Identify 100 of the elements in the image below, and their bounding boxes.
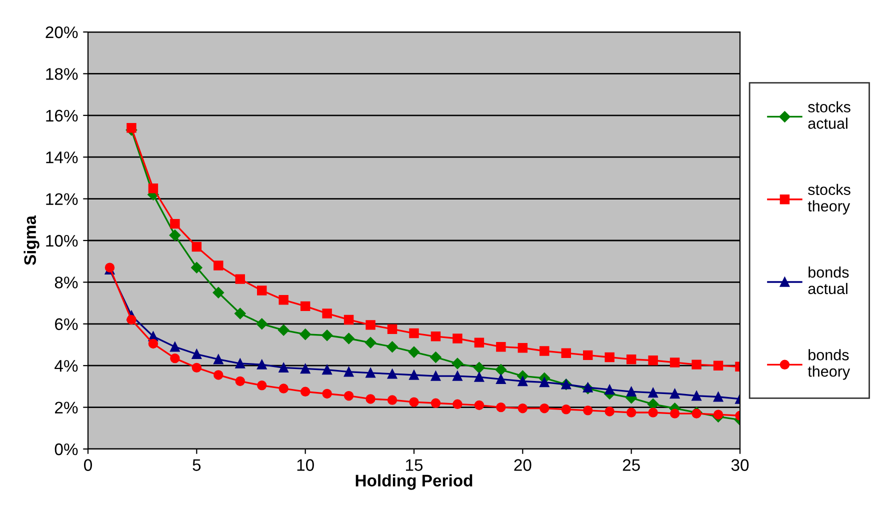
point <box>366 368 376 378</box>
point <box>148 184 158 194</box>
point <box>430 398 441 408</box>
point <box>322 308 332 318</box>
point <box>257 286 267 296</box>
point <box>169 230 181 241</box>
point <box>561 348 571 358</box>
point <box>670 388 680 399</box>
point <box>670 358 680 368</box>
point <box>366 320 376 330</box>
point <box>474 362 485 374</box>
point <box>518 376 528 386</box>
y-tick-label: 20% <box>46 26 78 38</box>
point <box>495 364 507 376</box>
point <box>387 324 398 334</box>
legend-label: bonds theory <box>808 349 850 380</box>
legend-label: bonds actual <box>808 266 849 294</box>
point <box>214 354 224 364</box>
point <box>170 342 180 352</box>
point <box>474 338 484 348</box>
point <box>322 388 332 399</box>
point <box>234 308 246 320</box>
point <box>212 287 224 298</box>
point <box>256 318 268 330</box>
point <box>670 408 680 418</box>
y-tick-label: 14% <box>46 152 78 164</box>
point <box>518 343 528 353</box>
legend-label: stocks actual <box>808 101 850 129</box>
point <box>344 366 354 377</box>
point <box>713 410 724 420</box>
point <box>540 403 550 414</box>
x-tick-label: 30 <box>731 459 749 471</box>
point <box>474 400 484 410</box>
point <box>387 369 398 379</box>
point <box>496 374 506 384</box>
point <box>409 397 419 407</box>
point <box>366 394 376 404</box>
point <box>148 338 158 349</box>
legend-label: stocks theory <box>808 184 850 215</box>
point <box>192 362 202 373</box>
point <box>170 218 180 229</box>
point <box>692 390 702 401</box>
x-tick-label: 5 <box>192 459 201 471</box>
point <box>300 328 311 340</box>
x-tick-label: 25 <box>622 459 640 471</box>
point <box>713 392 724 402</box>
point <box>278 384 288 394</box>
point <box>126 314 136 325</box>
point <box>235 274 245 284</box>
point <box>430 371 441 381</box>
y-tick-label: 12% <box>46 193 78 205</box>
point <box>583 406 593 416</box>
y-tick-label: 6% <box>55 318 78 330</box>
point <box>191 262 202 274</box>
point <box>235 376 245 386</box>
point <box>192 349 202 359</box>
point <box>648 388 658 398</box>
point <box>278 295 288 305</box>
point <box>387 395 398 405</box>
point <box>409 370 419 380</box>
point <box>692 360 702 370</box>
point <box>648 408 658 418</box>
point <box>452 399 462 410</box>
point <box>386 341 398 352</box>
point <box>713 360 724 370</box>
point <box>192 242 202 252</box>
x-axis-title: Holding Period <box>356 474 472 490</box>
point <box>496 342 506 352</box>
point <box>626 354 636 364</box>
point <box>540 377 550 388</box>
point <box>278 362 288 373</box>
y-axis-title: Sigma <box>24 215 40 266</box>
point <box>408 346 420 358</box>
point <box>626 386 636 397</box>
point <box>626 408 636 418</box>
x-tick-label: 0 <box>84 459 92 471</box>
point <box>452 334 462 344</box>
y-tick-label: 10% <box>46 234 78 247</box>
point <box>322 364 332 375</box>
point <box>300 301 310 312</box>
point <box>364 337 376 348</box>
point <box>604 384 614 394</box>
point <box>300 386 310 397</box>
y-tick-label: 2% <box>55 402 78 414</box>
point <box>257 360 267 370</box>
point <box>257 380 267 390</box>
point <box>104 262 115 272</box>
y-tick-label: 8% <box>54 276 78 288</box>
y-tick-label: 0% <box>54 443 78 456</box>
point <box>430 332 441 342</box>
point <box>561 404 571 414</box>
point <box>604 406 614 416</box>
point <box>518 403 528 414</box>
point <box>235 358 245 368</box>
point <box>496 402 506 412</box>
point <box>321 330 333 341</box>
point <box>430 352 442 363</box>
point <box>300 364 310 374</box>
point <box>214 260 224 270</box>
point <box>452 371 462 381</box>
